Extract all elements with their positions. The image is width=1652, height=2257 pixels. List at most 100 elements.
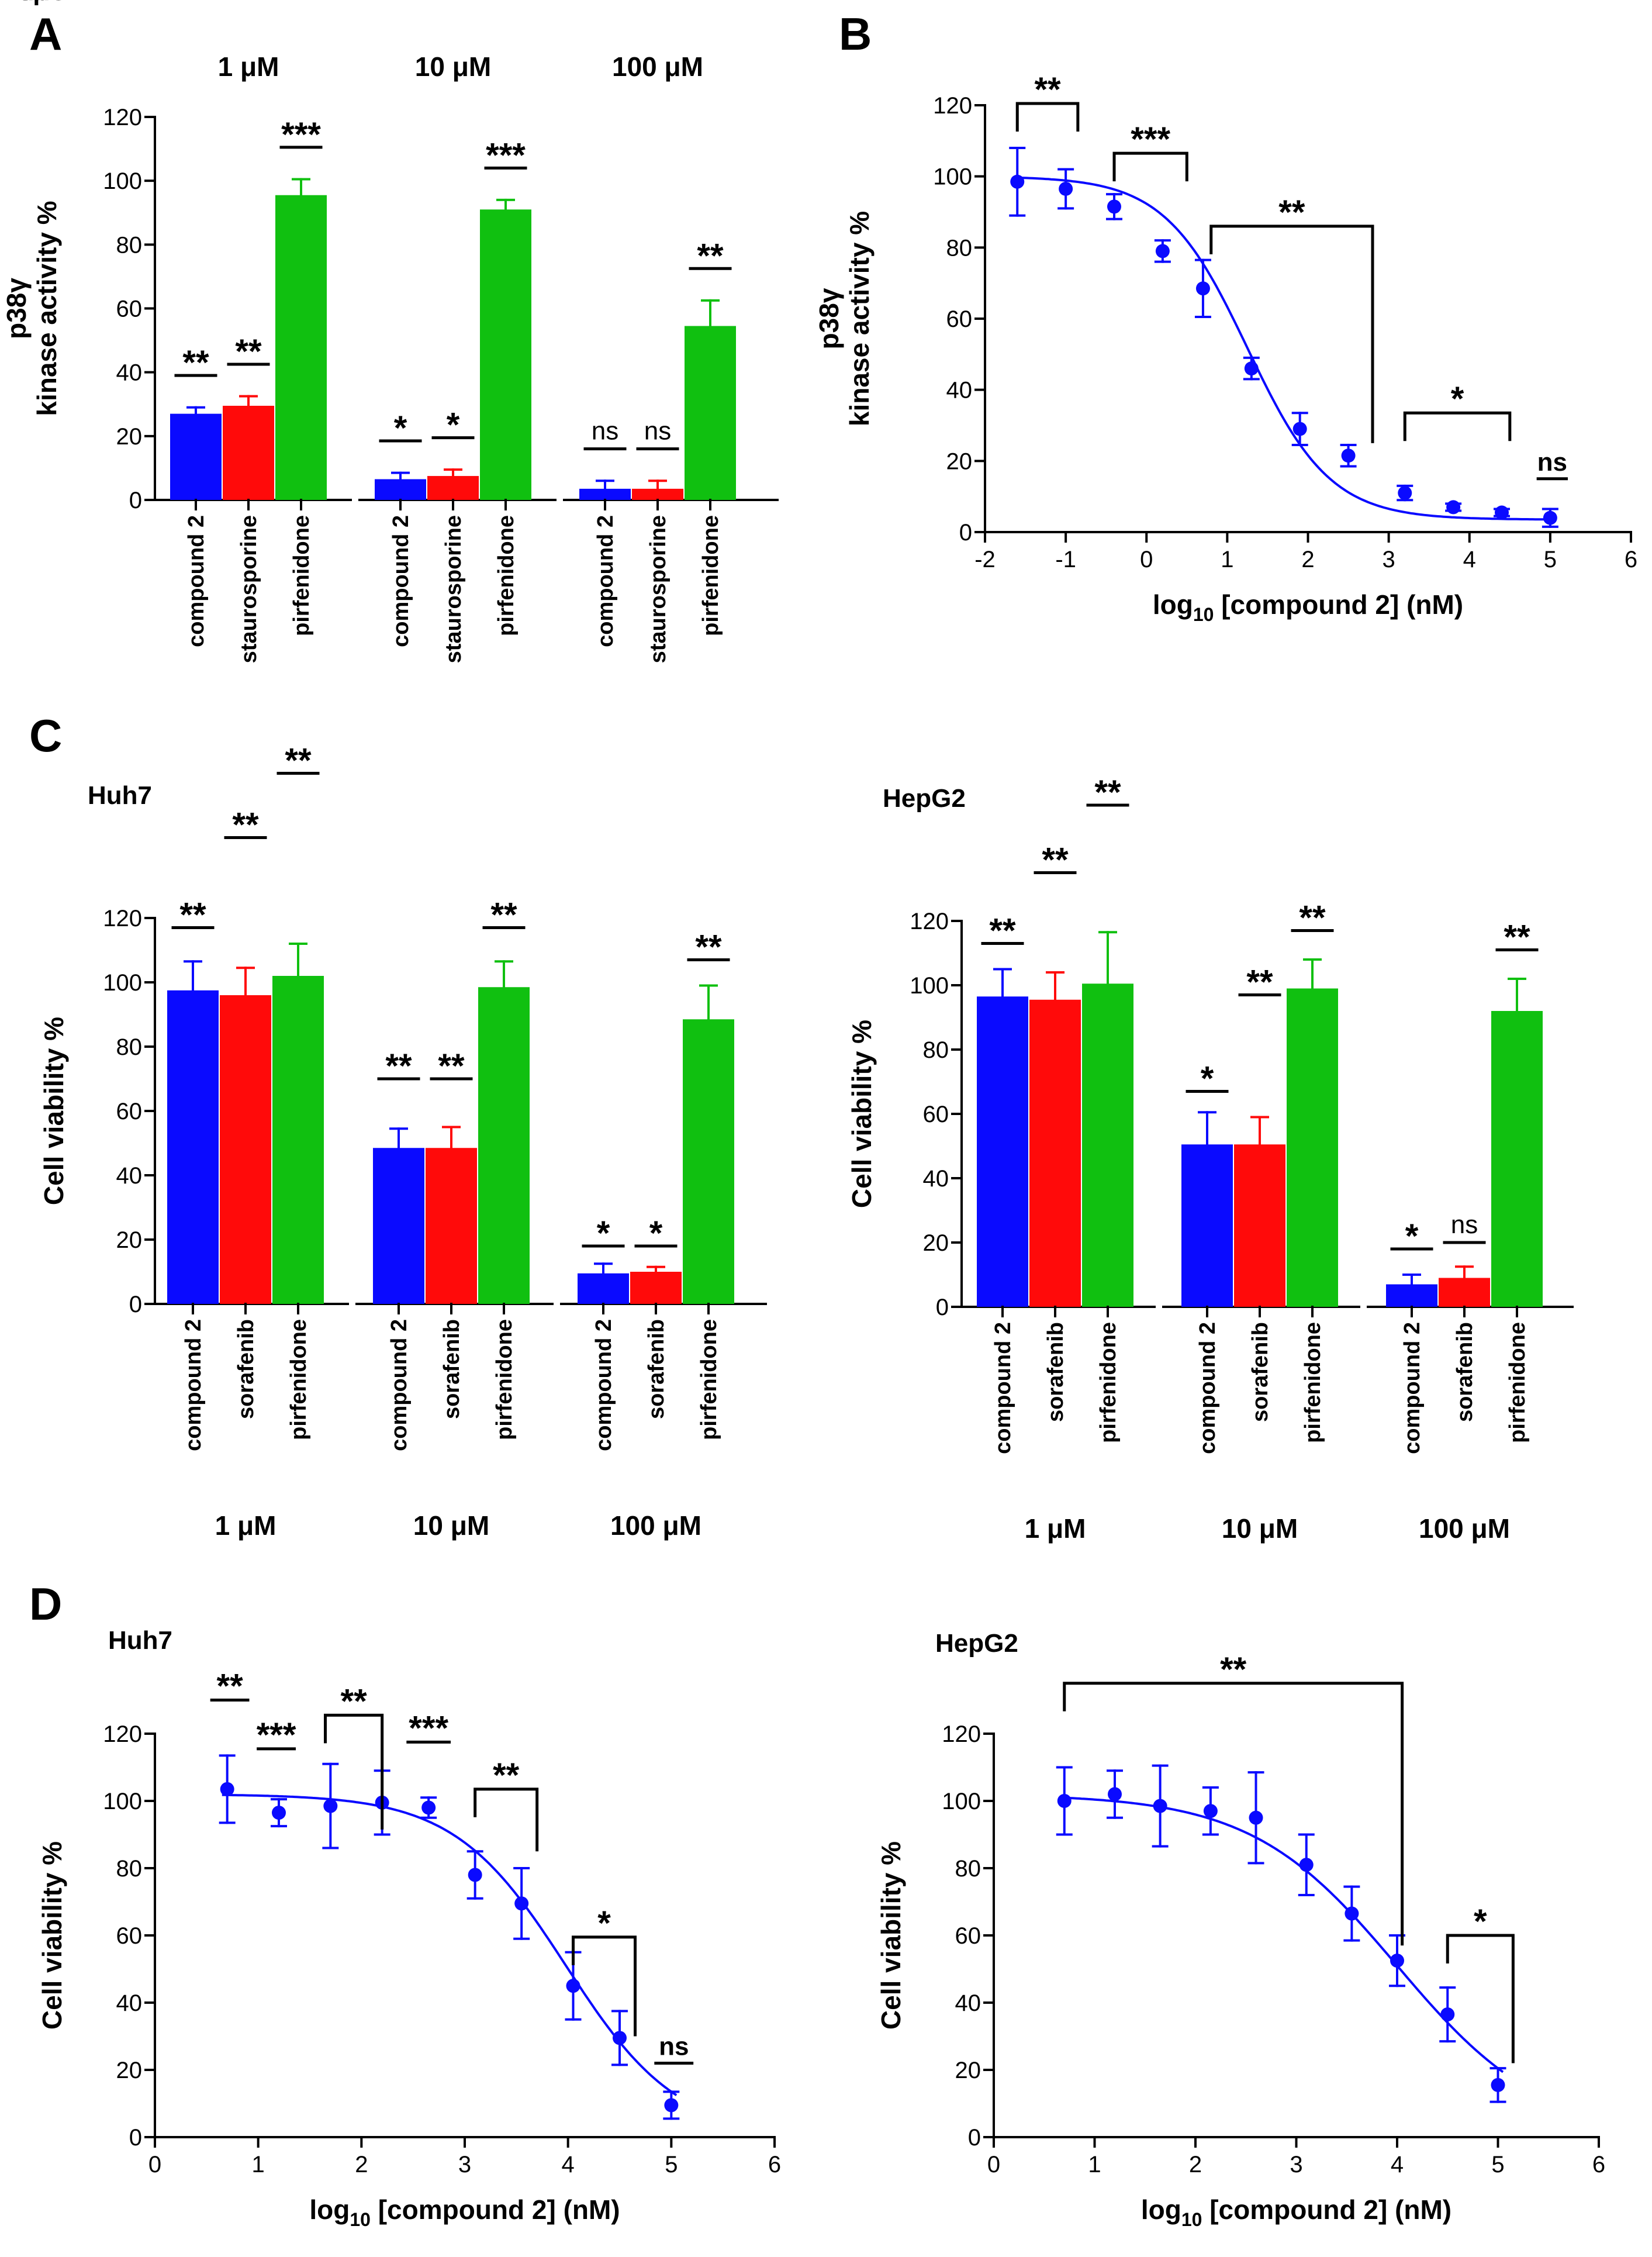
y-axis-label-line: Cell viability % bbox=[846, 1020, 877, 1208]
x-axis-label-subscript: 10 bbox=[1181, 2209, 1202, 2230]
x-axis-label-rest: [compound 2] (nM) bbox=[1202, 2194, 1451, 2225]
concentration-label: 10 μM bbox=[415, 51, 491, 82]
data-point bbox=[664, 2098, 679, 2113]
bar bbox=[275, 195, 327, 501]
y-axis-label-line: kinase activity % bbox=[32, 201, 62, 416]
significance-label: * bbox=[597, 1904, 611, 1942]
data-point bbox=[323, 1799, 338, 1813]
significance-bracket bbox=[1112, 151, 1188, 182]
x-tick-label: 5 bbox=[1491, 2152, 1504, 2177]
y-tick-label: 120 bbox=[103, 105, 142, 130]
category-label: pirfenidone bbox=[1096, 1322, 1121, 1443]
panel-b-dose-response: 0 20 40 60 80 100 120 -2 -1 0 1 2 3 4 5 6 p38γkinase act… bbox=[814, 71, 1637, 625]
bar bbox=[632, 488, 683, 500]
y-axis-label-line: kinase activity % bbox=[844, 211, 875, 426]
data-point bbox=[468, 1868, 482, 1882]
bar bbox=[272, 976, 324, 1304]
y-tick-label: 20 bbox=[955, 2058, 981, 2083]
y-axis-label-line: Cell viability % bbox=[876, 1841, 906, 2030]
category-label: staurosporine bbox=[646, 515, 671, 663]
y-tick-label: 20 bbox=[116, 424, 143, 450]
significance-label: ns bbox=[592, 417, 618, 446]
y-tick-label: 80 bbox=[116, 232, 143, 258]
y-axis-label: Cell viability % bbox=[846, 1020, 877, 1208]
data-point bbox=[1440, 2007, 1455, 2022]
data-point bbox=[514, 1896, 529, 1911]
data-point bbox=[1543, 510, 1557, 525]
chart-title: Huh7 bbox=[88, 781, 152, 810]
significance-bracket bbox=[572, 1935, 637, 2037]
bar bbox=[977, 996, 1028, 1307]
panel-letter-b: B bbox=[839, 8, 872, 60]
category-label: pirfenidone bbox=[699, 515, 723, 636]
category-label: pirfenidone bbox=[289, 515, 314, 636]
x-tick-label: 3 bbox=[1383, 547, 1395, 572]
y-tick-label: 20 bbox=[923, 1230, 949, 1256]
y-tick-label: 80 bbox=[923, 1037, 949, 1063]
y-axis-label: Cell viability % bbox=[37, 1841, 67, 2030]
significance-label: * bbox=[597, 1214, 610, 1252]
category-label: sorafenib bbox=[644, 1319, 669, 1419]
panel-letter-a: A bbox=[29, 8, 62, 60]
data-point bbox=[1195, 281, 1210, 296]
concentration-label: 1 μM bbox=[218, 51, 279, 82]
data-point bbox=[1155, 244, 1170, 258]
y-tick-label: 0 bbox=[936, 1295, 949, 1320]
data-point bbox=[1341, 448, 1356, 463]
y-axis-label-line: Cell viability % bbox=[39, 1017, 69, 1205]
significance-label: ** bbox=[493, 1756, 520, 1794]
bar bbox=[630, 1272, 682, 1304]
panel-c-hepg2-bar-chart: 0 20 40 60 80 100 120 Cell viability % compound … bbox=[846, 774, 1574, 1544]
data-point bbox=[1203, 1804, 1218, 1818]
y-axis-label: Cell viability % bbox=[39, 1017, 69, 1205]
bar bbox=[1439, 1278, 1490, 1307]
data-point bbox=[1244, 361, 1259, 376]
concentration-label: 100 μM bbox=[1419, 1513, 1510, 1544]
category-label: staurosporine bbox=[441, 515, 466, 663]
bar bbox=[1386, 1284, 1437, 1307]
bar bbox=[220, 995, 271, 1304]
y-tick-label: 60 bbox=[116, 296, 143, 322]
bar bbox=[1287, 988, 1338, 1307]
y-tick-label: 120 bbox=[910, 909, 949, 934]
category-label: compound 2 bbox=[389, 515, 413, 647]
significance-label: ns bbox=[644, 417, 671, 446]
significance-label: ** bbox=[438, 1047, 465, 1085]
bar bbox=[1181, 1144, 1233, 1307]
y-axis-label: Cell viability % bbox=[876, 1841, 906, 2030]
significance-label: ** bbox=[182, 344, 209, 382]
significance-label: ns bbox=[1537, 448, 1567, 477]
x-axis-label-subscript: 10 bbox=[1193, 604, 1214, 625]
y-tick-label: 120 bbox=[103, 906, 142, 931]
bar bbox=[579, 488, 631, 500]
data-point bbox=[421, 1800, 436, 1815]
significance-bracket bbox=[474, 1787, 539, 1852]
y-tick-label: 100 bbox=[933, 164, 972, 190]
concentration-label: 100 μM bbox=[612, 51, 703, 82]
y-tick-label: 80 bbox=[946, 235, 973, 261]
category-label: compound 2 bbox=[1195, 1322, 1220, 1454]
y-tick-label: 60 bbox=[923, 1102, 949, 1127]
x-tick-label: 4 bbox=[1391, 2152, 1404, 2177]
y-tick-label: 40 bbox=[946, 378, 973, 403]
category-label: pirfenidone bbox=[697, 1319, 721, 1440]
y-axis-label-line: p38γ bbox=[814, 288, 844, 349]
category-label: compound 2 bbox=[593, 515, 618, 647]
data-point bbox=[566, 1979, 580, 1993]
category-label: staurosporine bbox=[237, 515, 261, 663]
chart-title: HepG2 bbox=[0, 0, 83, 6]
y-tick-label: 40 bbox=[116, 360, 143, 386]
chart-title: Huh7 bbox=[0, 0, 64, 6]
x-axis-label: log10 [compound 2] (nM) bbox=[1141, 2194, 1451, 2230]
x-axis-label-rest: [compound 2] (nM) bbox=[371, 2194, 620, 2225]
y-tick-label: 80 bbox=[116, 1034, 143, 1060]
significance-label: ** bbox=[341, 1682, 368, 1720]
x-tick-label: 1 bbox=[252, 2152, 265, 2177]
significance-label: * bbox=[447, 406, 460, 444]
bar bbox=[685, 326, 736, 500]
significance-label: * bbox=[1405, 1217, 1419, 1255]
x-tick-label: 5 bbox=[665, 2152, 678, 2177]
significance-label: *** bbox=[281, 116, 321, 154]
x-tick-label: 2 bbox=[1189, 2152, 1202, 2177]
significance-label: * bbox=[1451, 380, 1464, 418]
